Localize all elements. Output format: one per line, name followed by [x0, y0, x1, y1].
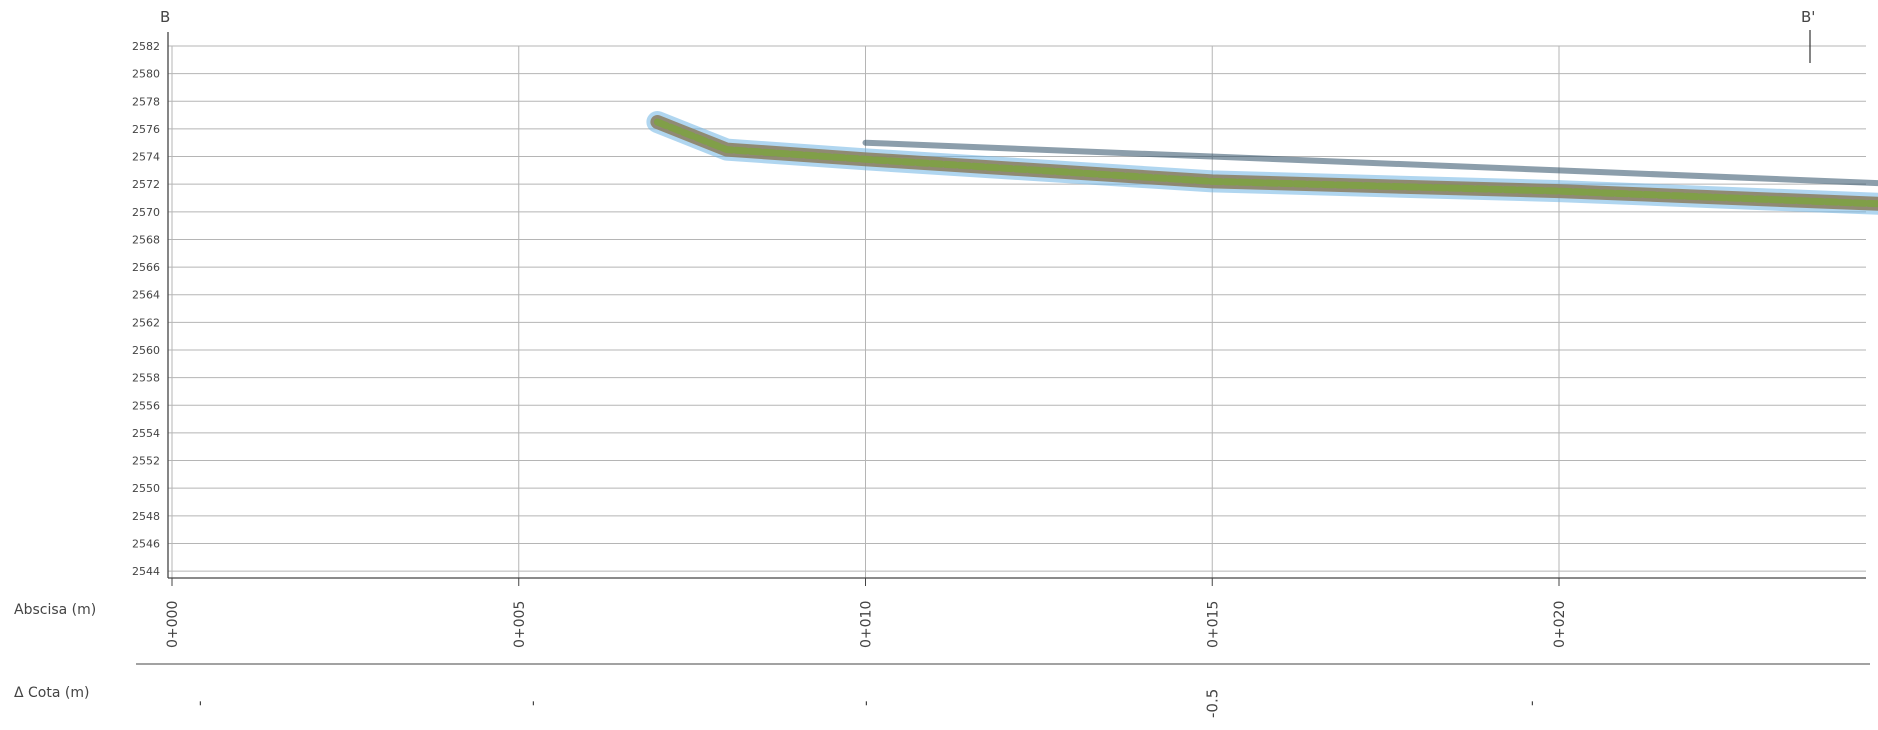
y-tick-label: 2580 [132, 68, 160, 81]
terrain-vegetation [653, 118, 1878, 208]
x-tick-label: 0+005 [512, 601, 528, 648]
x-tick-label: 0+015 [1205, 601, 1221, 648]
abscisa-label: Abscisa (m) [14, 602, 96, 618]
y-tick-label: 2548 [132, 510, 160, 523]
delta-cota-value: - [1522, 701, 1540, 706]
y-tick-label: 2564 [132, 289, 160, 302]
y-tick-label: 2556 [132, 399, 160, 412]
point-cloud-marks [646, 111, 1878, 215]
delta-cota-value: - [191, 701, 209, 706]
section-start-label: B [160, 8, 170, 26]
delta-cota-label: Δ Cota (m) [14, 685, 89, 701]
y-tick-label: 2552 [132, 455, 160, 468]
y-tick-label: 2560 [132, 344, 160, 357]
y-tick-label: 2550 [132, 482, 160, 495]
x-tick-label: 0+000 [165, 601, 181, 648]
section-end-label: B' [1801, 8, 1815, 26]
y-tick-label: 2544 [132, 565, 160, 578]
delta-cota-value: - [524, 701, 542, 706]
y-tick-labels: 2544 2546 2548 2550 2552 2554 2556 2558 2560 2562… [132, 40, 160, 578]
y-tick-label: 2570 [132, 206, 160, 219]
y-tick-label: 2546 [132, 537, 160, 550]
x-tick-label: 0+010 [859, 601, 875, 648]
y-tick-label: 2562 [132, 316, 160, 329]
delta-cota-values: ----0.5-----0.5-0.3-0.3-0.2-0.5-0.2-0.5-… [191, 689, 1541, 718]
delta-cota-value: -0.5 [1203, 689, 1221, 718]
axes [136, 32, 1870, 665]
x-tick-labels: 0+0000+0050+0100+0150+0200+0250+0300+035… [165, 601, 1568, 648]
y-tick-label: 2568 [132, 233, 160, 246]
y-tick-label: 2576 [132, 123, 160, 136]
y-tick-label: 2574 [132, 151, 160, 164]
y-tick-label: 2558 [132, 372, 160, 385]
y-tick-label: 2554 [132, 427, 160, 440]
x-tick-label: 0+020 [1552, 601, 1568, 648]
y-tick-label: 2572 [132, 178, 160, 191]
delta-cota-value: - [857, 701, 875, 706]
y-tick-label: 2566 [132, 261, 160, 274]
y-tick-label: 2582 [132, 40, 160, 53]
grid [168, 45, 1866, 578]
y-tick-label: 2578 [132, 95, 160, 108]
